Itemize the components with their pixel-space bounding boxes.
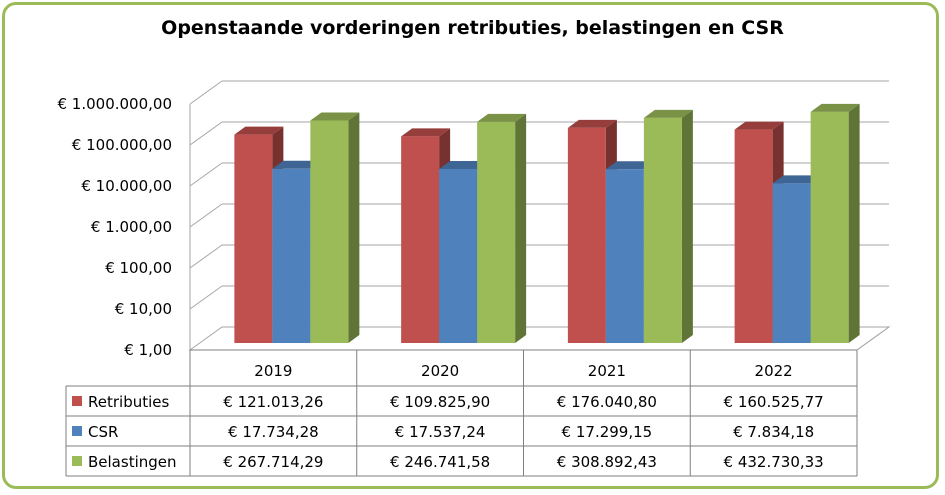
legend-label-csr: CSR xyxy=(88,423,118,441)
bar-front xyxy=(272,168,311,343)
legend-swatch-retributies xyxy=(72,396,82,406)
chart-bars xyxy=(234,103,860,343)
table-category-2020: 2020 xyxy=(421,362,459,380)
bar-side xyxy=(681,109,693,343)
y-axis-ticks: € 1,00 € 10,00 € 100,00 € 1.000,00 € 10.000,… xyxy=(57,95,172,359)
data-label: € 7.834,18 xyxy=(733,423,814,441)
bar-top xyxy=(643,109,693,118)
bar-side xyxy=(515,113,527,343)
bar-front xyxy=(310,120,349,343)
bar-front xyxy=(439,168,478,343)
data-label: € 109.825,90 xyxy=(390,393,490,411)
y-tick-label: € 1.000.000,00 xyxy=(57,95,172,113)
gridline-left xyxy=(189,80,223,105)
bar-front xyxy=(401,136,440,343)
gridline-left xyxy=(189,162,223,187)
bar-belastingen-2021 xyxy=(643,109,693,343)
data-label: € 246.741,58 xyxy=(390,453,490,471)
bar-front xyxy=(643,117,682,343)
bar-front xyxy=(605,169,644,343)
data-label: € 17.299,15 xyxy=(562,423,653,441)
table-category-2021: 2021 xyxy=(588,362,626,380)
bar-front xyxy=(734,129,773,343)
bar-front xyxy=(772,183,811,343)
data-label: € 267.714,29 xyxy=(223,453,323,471)
legend-label-belastingen: Belastingen xyxy=(88,453,177,471)
bar-top xyxy=(772,175,822,184)
bar-top xyxy=(567,119,617,128)
y-tick-label: € 100.000,00 xyxy=(72,136,172,154)
y-tick-label: € 1,00 xyxy=(124,341,172,359)
gridline-left xyxy=(189,285,223,310)
bar-front xyxy=(567,127,606,343)
bar-top xyxy=(234,126,284,135)
bar-front xyxy=(234,134,273,343)
gridline-left xyxy=(189,203,223,228)
bar-top xyxy=(605,161,655,170)
bar-belastingen-2019 xyxy=(310,112,360,343)
y-tick-label: € 10.000,00 xyxy=(81,177,172,195)
data-label: € 308.892,43 xyxy=(557,453,657,471)
table-category-2019: 2019 xyxy=(254,362,292,380)
y-tick-label: € 100,00 xyxy=(105,259,172,277)
bar-belastingen-2022 xyxy=(810,103,860,343)
gridline-left xyxy=(189,121,223,146)
y-tick-label: € 10,00 xyxy=(115,300,172,318)
bar-top xyxy=(810,103,860,112)
data-label: € 17.537,24 xyxy=(395,423,486,441)
chart-title: Openstaande vorderingen retributies, bel… xyxy=(161,17,784,39)
gridline-left xyxy=(189,244,223,269)
legend-label-retributies: Retributies xyxy=(88,393,169,411)
table-category-2022: 2022 xyxy=(755,362,793,380)
data-label: € 176.040,80 xyxy=(557,393,657,411)
bar-top xyxy=(272,160,322,169)
bar-side xyxy=(848,103,860,343)
bar-front xyxy=(477,121,516,343)
data-label: € 160.525,77 xyxy=(724,393,824,411)
y-tick-label: € 1.000,00 xyxy=(91,218,172,236)
bar-top xyxy=(734,121,784,130)
legend-swatch-csr xyxy=(72,426,82,436)
floor-right-edge xyxy=(856,326,890,351)
bar-top xyxy=(477,113,527,122)
bar-front xyxy=(810,111,849,343)
bar-top xyxy=(401,128,451,137)
bar-top xyxy=(439,160,489,169)
data-table: 2019 2020 2021 2022 Retributies € 121.013,26 €… xyxy=(65,326,890,477)
data-label: € 17.734,28 xyxy=(228,423,319,441)
data-label: € 432.730,33 xyxy=(724,453,824,471)
bar-side xyxy=(348,112,360,343)
data-label: € 121.013,26 xyxy=(223,393,323,411)
bar-belastingen-2020 xyxy=(477,113,527,343)
legend-swatch-belastingen xyxy=(72,456,82,466)
bar-top xyxy=(310,112,360,121)
